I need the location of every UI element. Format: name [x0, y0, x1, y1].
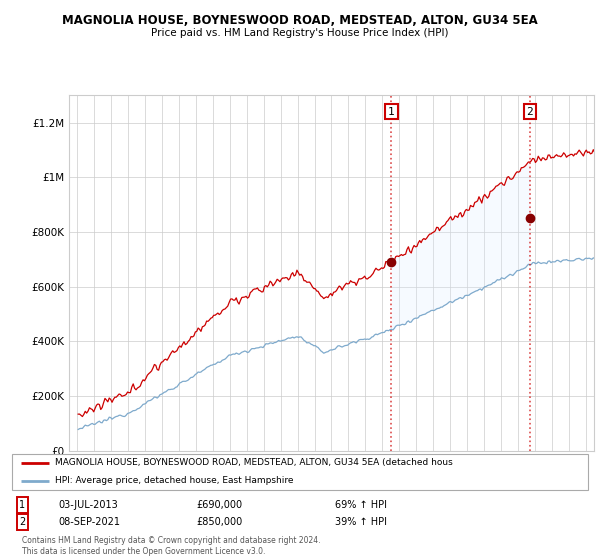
Text: 2: 2	[19, 517, 25, 527]
Text: MAGNOLIA HOUSE, BOYNESWOOD ROAD, MEDSTEAD, ALTON, GU34 5EA: MAGNOLIA HOUSE, BOYNESWOOD ROAD, MEDSTEA…	[62, 14, 538, 27]
Text: 39% ↑ HPI: 39% ↑ HPI	[335, 517, 386, 527]
Text: HPI: Average price, detached house, East Hampshire: HPI: Average price, detached house, East…	[55, 477, 294, 486]
Text: 1: 1	[19, 500, 25, 510]
Text: £690,000: £690,000	[196, 500, 242, 510]
Text: 2: 2	[526, 106, 533, 116]
FancyBboxPatch shape	[12, 454, 588, 490]
Text: MAGNOLIA HOUSE, BOYNESWOOD ROAD, MEDSTEAD, ALTON, GU34 5EA (detached hous: MAGNOLIA HOUSE, BOYNESWOOD ROAD, MEDSTEA…	[55, 458, 453, 467]
Text: 1: 1	[388, 106, 395, 116]
Text: Price paid vs. HM Land Registry's House Price Index (HPI): Price paid vs. HM Land Registry's House …	[151, 28, 449, 38]
Text: Contains HM Land Registry data © Crown copyright and database right 2024.
This d: Contains HM Land Registry data © Crown c…	[22, 535, 321, 557]
Text: 03-JUL-2013: 03-JUL-2013	[58, 500, 118, 510]
Text: 08-SEP-2021: 08-SEP-2021	[58, 517, 120, 527]
Text: £850,000: £850,000	[196, 517, 242, 527]
Text: 69% ↑ HPI: 69% ↑ HPI	[335, 500, 386, 510]
